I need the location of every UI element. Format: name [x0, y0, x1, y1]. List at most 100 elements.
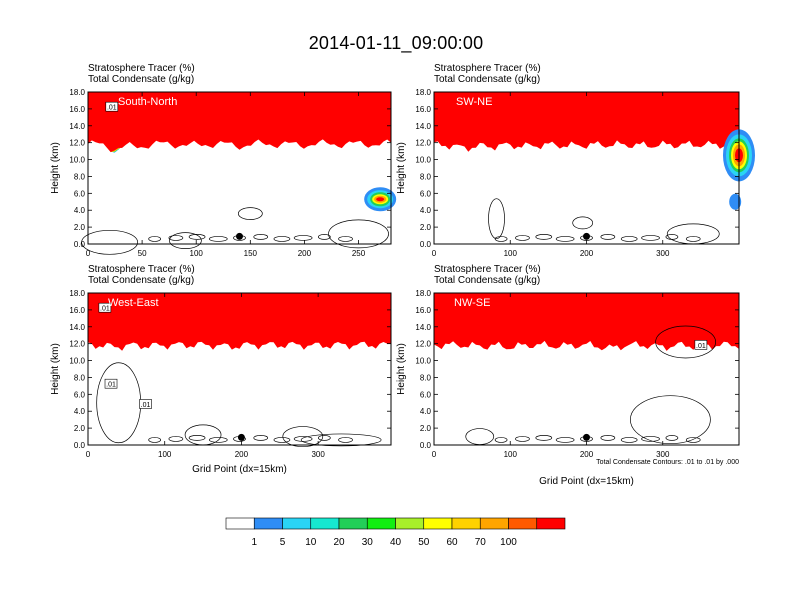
x-tick-label: 150	[244, 249, 258, 258]
y-tick-label: 10.0	[415, 357, 431, 366]
y-tick-label: 6.0	[420, 189, 432, 198]
colorbar-swatch	[536, 517, 566, 530]
y-tick-label: 10.0	[69, 156, 85, 165]
tracer-band-layer	[88, 92, 391, 153]
colorbar-label: 100	[500, 537, 517, 548]
contour-label-box	[694, 340, 708, 350]
condensate-contour	[168, 235, 184, 241]
condensate-contour	[620, 236, 638, 242]
condensate-contour	[600, 234, 616, 240]
y-tick-label: 10.0	[69, 357, 85, 366]
condensate-contour	[488, 198, 505, 240]
y-tick-label: 4.0	[420, 206, 432, 215]
condensate-contour	[515, 235, 530, 241]
contour-label-box	[105, 101, 119, 112]
x-tick-label: 100	[158, 450, 172, 459]
condensate-contour	[188, 435, 206, 441]
y-tick-label: 2.0	[74, 223, 86, 232]
condensate-contour	[273, 236, 291, 242]
x-tick-label: 300	[656, 450, 670, 459]
condensate-contour	[253, 435, 269, 441]
condensate-contour	[148, 437, 162, 443]
y-tick-label: 12.0	[69, 139, 85, 148]
x-tick-label: 200	[298, 249, 312, 258]
colorbar-swatch	[310, 517, 340, 530]
condensate-contour	[328, 219, 389, 249]
y-axis-title: Height (km)	[50, 343, 61, 395]
colorbar-label: 5	[280, 537, 286, 548]
condensate-contour	[317, 234, 331, 240]
y-tick-label: 8.0	[420, 172, 432, 181]
condensate-contour	[620, 437, 638, 443]
condensate-contour	[665, 234, 679, 240]
condensate-contour	[494, 236, 508, 242]
panel-title-line2: Total Condensate (g/kg)	[88, 275, 194, 286]
contour-label-box	[139, 399, 152, 409]
y-tick-label: 16.0	[69, 306, 85, 315]
panel-title-line2: Total Condensate (g/kg)	[434, 74, 540, 85]
x-axis-title: Grid Point (dx=15km)	[192, 464, 287, 475]
x-tick-label: 100	[190, 249, 204, 258]
x-tick-label: 300	[311, 450, 325, 459]
y-tick-label: 6.0	[74, 189, 86, 198]
condensate-contour	[273, 437, 291, 443]
colorbar-swatch	[423, 517, 453, 530]
y-tick-label: 0.0	[74, 240, 86, 249]
condensate-contour	[169, 232, 202, 249]
condensate-contour	[253, 234, 269, 240]
region-label: SW-NE	[456, 96, 492, 108]
y-tick-label: 18.0	[69, 289, 85, 298]
condensate-contour	[515, 436, 530, 442]
y-tick-label: 8.0	[74, 373, 86, 382]
contour-label: .01	[106, 382, 116, 389]
x-tick-label: 50	[138, 249, 147, 258]
y-tick-label: 18.0	[415, 289, 431, 298]
contour-label: .01	[696, 343, 706, 350]
panel-title-line1: Stratosphere Tracer (%)	[434, 63, 541, 74]
y-tick-label: 8.0	[74, 172, 86, 181]
condensate-contour	[208, 236, 228, 242]
colorbar-swatch	[395, 517, 425, 530]
x-axis-title: Grid Point (dx=15km)	[539, 476, 634, 487]
y-tick-label: 14.0	[69, 323, 85, 332]
condensate-contour	[338, 236, 353, 242]
y-tick-label: 16.0	[415, 306, 431, 315]
y-axis-title: Height (km)	[50, 142, 61, 194]
y-tick-label: 0.0	[420, 441, 432, 450]
colorbar-swatch	[253, 517, 283, 530]
y-tick-label: 18.0	[69, 88, 85, 97]
y-tick-label: 14.0	[415, 323, 431, 332]
plot-frame	[87, 91, 392, 245]
condensate-contour	[655, 325, 716, 359]
colorbar-swatch	[282, 517, 312, 530]
contour-label-box	[98, 302, 112, 313]
terrain-marker	[237, 433, 245, 441]
panel-title-line1: Stratosphere Tracer (%)	[434, 264, 541, 275]
colorbar-label: 20	[333, 537, 345, 548]
x-tick-label: 200	[580, 450, 594, 459]
y-tick-label: 6.0	[420, 390, 432, 399]
region-label: NW-SE	[454, 297, 490, 309]
plot-frame	[87, 292, 392, 446]
condensate-contour	[148, 236, 162, 242]
condensate-contour	[300, 433, 382, 447]
condensate-contour	[555, 236, 575, 242]
condensate-contour	[188, 234, 206, 240]
condensate-contour	[494, 437, 508, 443]
y-axis-title: Height (km)	[396, 343, 407, 395]
contour-label: .01	[100, 306, 110, 313]
x-tick-label: 200	[580, 249, 594, 258]
condensate-contour	[535, 435, 553, 441]
panel-nw-se: .01 NW-SE Stratosphere Tracer (%) Total Con…	[396, 264, 740, 487]
y-tick-label: 14.0	[415, 122, 431, 131]
x-tick-label: 0	[86, 249, 91, 258]
condensate-contour	[237, 207, 263, 220]
contour-note: Total Condensate Contours: .01 to .01 by…	[596, 459, 739, 466]
colorbar-label: 30	[362, 537, 374, 548]
y-axis-title: Height (km)	[396, 142, 407, 194]
condensate-contour	[293, 436, 313, 442]
condensate-contour	[282, 426, 324, 447]
y-tick-label: 8.0	[420, 373, 432, 382]
condensate-contour	[338, 437, 353, 443]
